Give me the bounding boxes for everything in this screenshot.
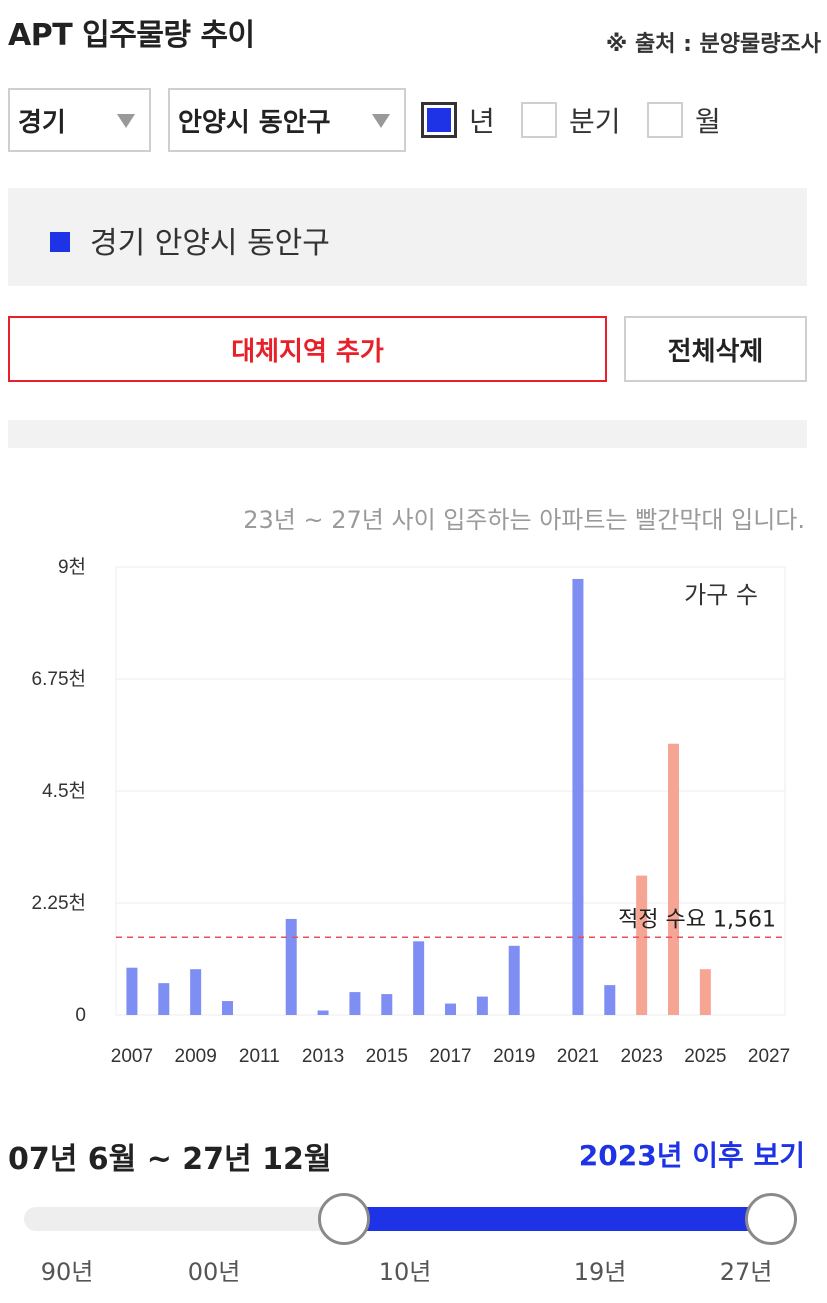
period-quarter-checkbox[interactable]: 분기 xyxy=(521,100,621,140)
x-tick-label: 2017 xyxy=(429,1046,471,1067)
chevron-down-icon xyxy=(117,114,135,128)
slider-start-handle[interactable] xyxy=(317,1193,370,1245)
x-tick-label: 2015 xyxy=(366,1046,408,1067)
period-month-checkbox[interactable]: 월 xyxy=(647,100,721,140)
slider-tick-label: 00년 xyxy=(187,1258,241,1286)
x-tick-label: 2019 xyxy=(493,1046,535,1067)
legend-label: 경기 안양시 동안구 xyxy=(90,226,330,261)
bar-chart: 9천 6.75천 4.5천 2.25천 0 적정 수요 1,561 가구 수 2007 2009… xyxy=(32,556,791,1067)
bar-2019 xyxy=(508,945,520,1015)
slider-end-handle[interactable] xyxy=(745,1193,797,1245)
x-tick-label: 2011 xyxy=(239,1046,280,1067)
bar-2016 xyxy=(413,941,425,1015)
bar-2022 xyxy=(604,985,616,1015)
page-title: APT 입주물량 추이 xyxy=(8,18,255,53)
bar-2025 xyxy=(699,969,711,1015)
bar-2018 xyxy=(476,996,488,1015)
bar-2021 xyxy=(572,578,584,1015)
slider-tick-label: 27년 xyxy=(719,1258,773,1286)
bar-2017 xyxy=(445,1003,456,1015)
x-tick-label: 2025 xyxy=(684,1046,726,1067)
bar-2024 xyxy=(668,743,679,1015)
x-tick-label: 2023 xyxy=(621,1046,663,1067)
reference-line-label: 적정 수요 1,561 xyxy=(618,907,776,932)
legend-swatch xyxy=(50,232,70,252)
region-select-value: 경기 xyxy=(18,107,66,138)
city-select-value: 안양시 동안구 xyxy=(178,107,331,138)
period-quarter-label: 분기 xyxy=(569,105,621,138)
source-note: ※ 출처 : 분양물량조사 xyxy=(605,32,821,57)
x-tick-label: 2013 xyxy=(302,1046,344,1067)
y-tick-label: 6.75천 xyxy=(32,668,86,690)
chart-note: 23년 ~ 27년 사이 입주하는 아파트는 빨간막대 입니다. xyxy=(243,506,805,534)
delete-all-button[interactable]: 전체삭제 xyxy=(624,316,807,382)
y-tick-label: 2.25천 xyxy=(32,892,86,914)
bar-2015 xyxy=(381,994,393,1015)
after-2023-link[interactable]: 2023년 이후 보기 xyxy=(578,1139,805,1172)
slider-tick-label: 90년 xyxy=(40,1258,94,1286)
checkbox-unchecked-icon[interactable] xyxy=(647,102,683,138)
x-tick-label: 2009 xyxy=(175,1046,217,1067)
chevron-down-icon xyxy=(372,114,390,128)
divider-bar xyxy=(8,420,807,448)
period-month-label: 월 xyxy=(695,105,721,138)
bar-2007 xyxy=(126,967,138,1015)
add-alternative-region-button[interactable]: 대체지역 추가 xyxy=(8,316,607,382)
bar-2012 xyxy=(285,918,297,1015)
checkbox-unchecked-icon[interactable] xyxy=(521,102,557,138)
slider-tick-label: 10년 xyxy=(378,1258,432,1286)
period-range-text: 07년 6월 ~ 27년 12월 xyxy=(8,1142,332,1177)
bar-2010 xyxy=(222,1001,233,1015)
slider-tick-label: 19년 xyxy=(573,1258,627,1286)
bar-2023 xyxy=(636,875,648,1015)
region-select[interactable]: 경기 xyxy=(8,88,151,152)
city-select[interactable]: 안양시 동안구 xyxy=(168,88,406,152)
bar-2009 xyxy=(190,969,202,1015)
x-tick-label: 2021 xyxy=(557,1046,599,1067)
x-tick-label: 2027 xyxy=(748,1046,790,1067)
x-tick-label: 2007 xyxy=(111,1046,153,1067)
period-year-label: 년 xyxy=(469,105,495,138)
legend-panel: 경기 안양시 동안구 xyxy=(8,188,807,286)
period-year-checkbox[interactable]: 년 xyxy=(421,100,495,140)
bar-2008 xyxy=(158,983,170,1015)
year-slider-range xyxy=(343,1207,771,1231)
checkbox-checked-icon[interactable] xyxy=(421,102,457,138)
bar-2014 xyxy=(349,992,361,1015)
unit-label: 가구 수 xyxy=(684,581,758,609)
y-tick-label: 4.5천 xyxy=(42,780,86,802)
y-tick-label: 9천 xyxy=(58,556,86,578)
y-tick-label: 0 xyxy=(75,1005,86,1026)
bar-2013 xyxy=(317,1010,329,1015)
